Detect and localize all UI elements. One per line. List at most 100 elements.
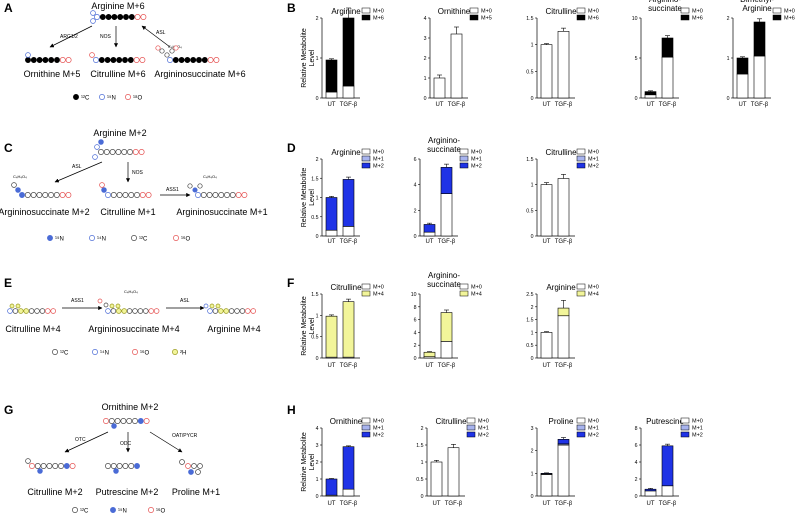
- bar-M4-1: [441, 313, 452, 342]
- enzyme-otc: OTC: [75, 437, 86, 443]
- bar-M0-1: [343, 86, 354, 98]
- arrow-orn-cit-g: [65, 432, 108, 452]
- atom-a-b1-6: [60, 57, 65, 62]
- label-putrescine-m2: Putrescine M+2: [96, 487, 159, 497]
- chart-title: succinate: [427, 280, 461, 289]
- bar-M0-1: [441, 194, 452, 236]
- atom-g-top-b0: [112, 424, 117, 429]
- panel-e: E ASS1 ASL C₄H₄O₄ Citrulline M+4 Arginin…: [4, 276, 261, 357]
- chart-title: Ornithine: [330, 417, 363, 426]
- atom-c-top-b1: [99, 140, 104, 145]
- atom-c-b3-6: [230, 192, 235, 197]
- bar-M0-0: [431, 462, 442, 496]
- legend-label: M+1: [692, 426, 703, 432]
- atom-a-top-6: [129, 14, 134, 19]
- atom-c-b1-4: [43, 192, 48, 197]
- legend-label: M+0: [692, 419, 703, 425]
- atom-g-b1-2: [41, 463, 46, 468]
- atom-c-b2-5: [134, 192, 139, 197]
- atom-c-b3-0: [195, 192, 200, 197]
- enzyme-oat-pycr: OAT/PYCR: [172, 433, 198, 439]
- y-tick-label: 4: [414, 183, 417, 189]
- atom-a-b1-3: [43, 57, 48, 62]
- ylabel-line1: Relative Metabolite: [301, 168, 308, 228]
- chart-title: Arginine: [546, 283, 576, 292]
- legend-swatch-M6: [577, 15, 585, 20]
- legend-swatch-M2: [577, 163, 585, 168]
- x-tick-label: UT: [543, 239, 551, 245]
- legend-e-label-3: ²H: [180, 351, 186, 357]
- x-tick-label: UT: [433, 501, 441, 507]
- y-tick-label: 1: [424, 76, 427, 82]
- legend-swatch-M1: [362, 156, 370, 161]
- legend-label: M+2: [471, 164, 482, 170]
- chart-title: Arginine: [331, 148, 361, 157]
- legend-swatch-M0: [362, 149, 370, 154]
- bar-M0-1: [441, 341, 452, 358]
- atom-e-1-6: [40, 309, 45, 314]
- x-tick-label: TGF-β: [340, 102, 358, 108]
- legend-swatch-M0: [467, 418, 475, 423]
- x-tick-label: UT: [739, 102, 747, 108]
- bar-M6-1: [343, 18, 354, 86]
- panel-letter-c: C: [4, 141, 13, 155]
- x-tick-label: UT: [426, 239, 434, 245]
- bar-M6-1: [662, 38, 673, 57]
- legend-swatch-M0: [362, 418, 370, 423]
- legend-label: M+0: [588, 419, 599, 425]
- y-tick-label: 0.5: [311, 335, 318, 341]
- bar-M0-1: [662, 486, 673, 496]
- panel-letter-f: F: [287, 276, 294, 290]
- legend-swatch-M0: [577, 8, 585, 13]
- atom-c-b2-6: [140, 192, 145, 197]
- x-tick-label: UT: [647, 501, 655, 507]
- y-tick-label: 4: [635, 460, 638, 466]
- legend-g-label-1: ¹⁵N: [118, 508, 127, 515]
- enzyme-asl-a: ASL: [156, 30, 166, 36]
- atom-a-b2-3: [111, 57, 116, 62]
- atom-c-b1-0: [19, 192, 24, 197]
- legend-label: M+1: [373, 157, 384, 163]
- atom-c-b2-7: [146, 192, 151, 197]
- legend-a-label-2: ¹⁸O: [133, 95, 143, 102]
- atom-e-1-b0: [10, 304, 14, 308]
- y-tick-label: 0.5: [526, 69, 533, 75]
- atom-e-2-0: [106, 309, 111, 314]
- bar-M4-0: [326, 316, 337, 357]
- bar-M2-1: [343, 447, 354, 490]
- atom-c-top-1: [104, 149, 109, 154]
- atom-g-b3-b5: [180, 460, 185, 465]
- legend-swatch-M5: [470, 15, 478, 20]
- atom-c-top-6: [133, 149, 138, 154]
- atom-a-b1-2: [37, 57, 42, 62]
- legend-label: M+0: [588, 150, 599, 156]
- legend-a-swatch-0: [73, 94, 78, 99]
- atom-e-2-5: [133, 309, 138, 314]
- enzyme-asl-c: ASL: [72, 164, 82, 170]
- legend-a-label-0: ¹²C: [81, 96, 90, 102]
- atom-e-3-7: [245, 309, 250, 314]
- atom-c-b1-1: [25, 192, 30, 197]
- legend-c-swatch-2: [131, 235, 136, 240]
- bar-M2-1: [343, 179, 354, 226]
- atom-a-top-1: [100, 14, 105, 19]
- bar-M2-0: [326, 479, 337, 495]
- atom-g-b3-b2: [198, 464, 203, 469]
- y-tick-label: 6: [635, 443, 638, 449]
- atom-g-b2-2: [117, 463, 122, 468]
- atom-c-b3-7: [236, 192, 241, 197]
- molecule-argininosuccinate-m6: [156, 46, 219, 63]
- atom-g-b1-4: [53, 463, 58, 468]
- atom-c-top-3: [116, 149, 121, 154]
- x-tick-label: UT: [543, 501, 551, 507]
- atom-e-3-2: [218, 309, 223, 314]
- bar-M4-1: [343, 302, 354, 357]
- atom-a-b3-5: [196, 57, 201, 62]
- x-tick-label: TGF-β: [438, 239, 456, 245]
- bar-M2-1: [558, 439, 569, 444]
- ylabel-line1: Relative Metabolite: [301, 296, 308, 356]
